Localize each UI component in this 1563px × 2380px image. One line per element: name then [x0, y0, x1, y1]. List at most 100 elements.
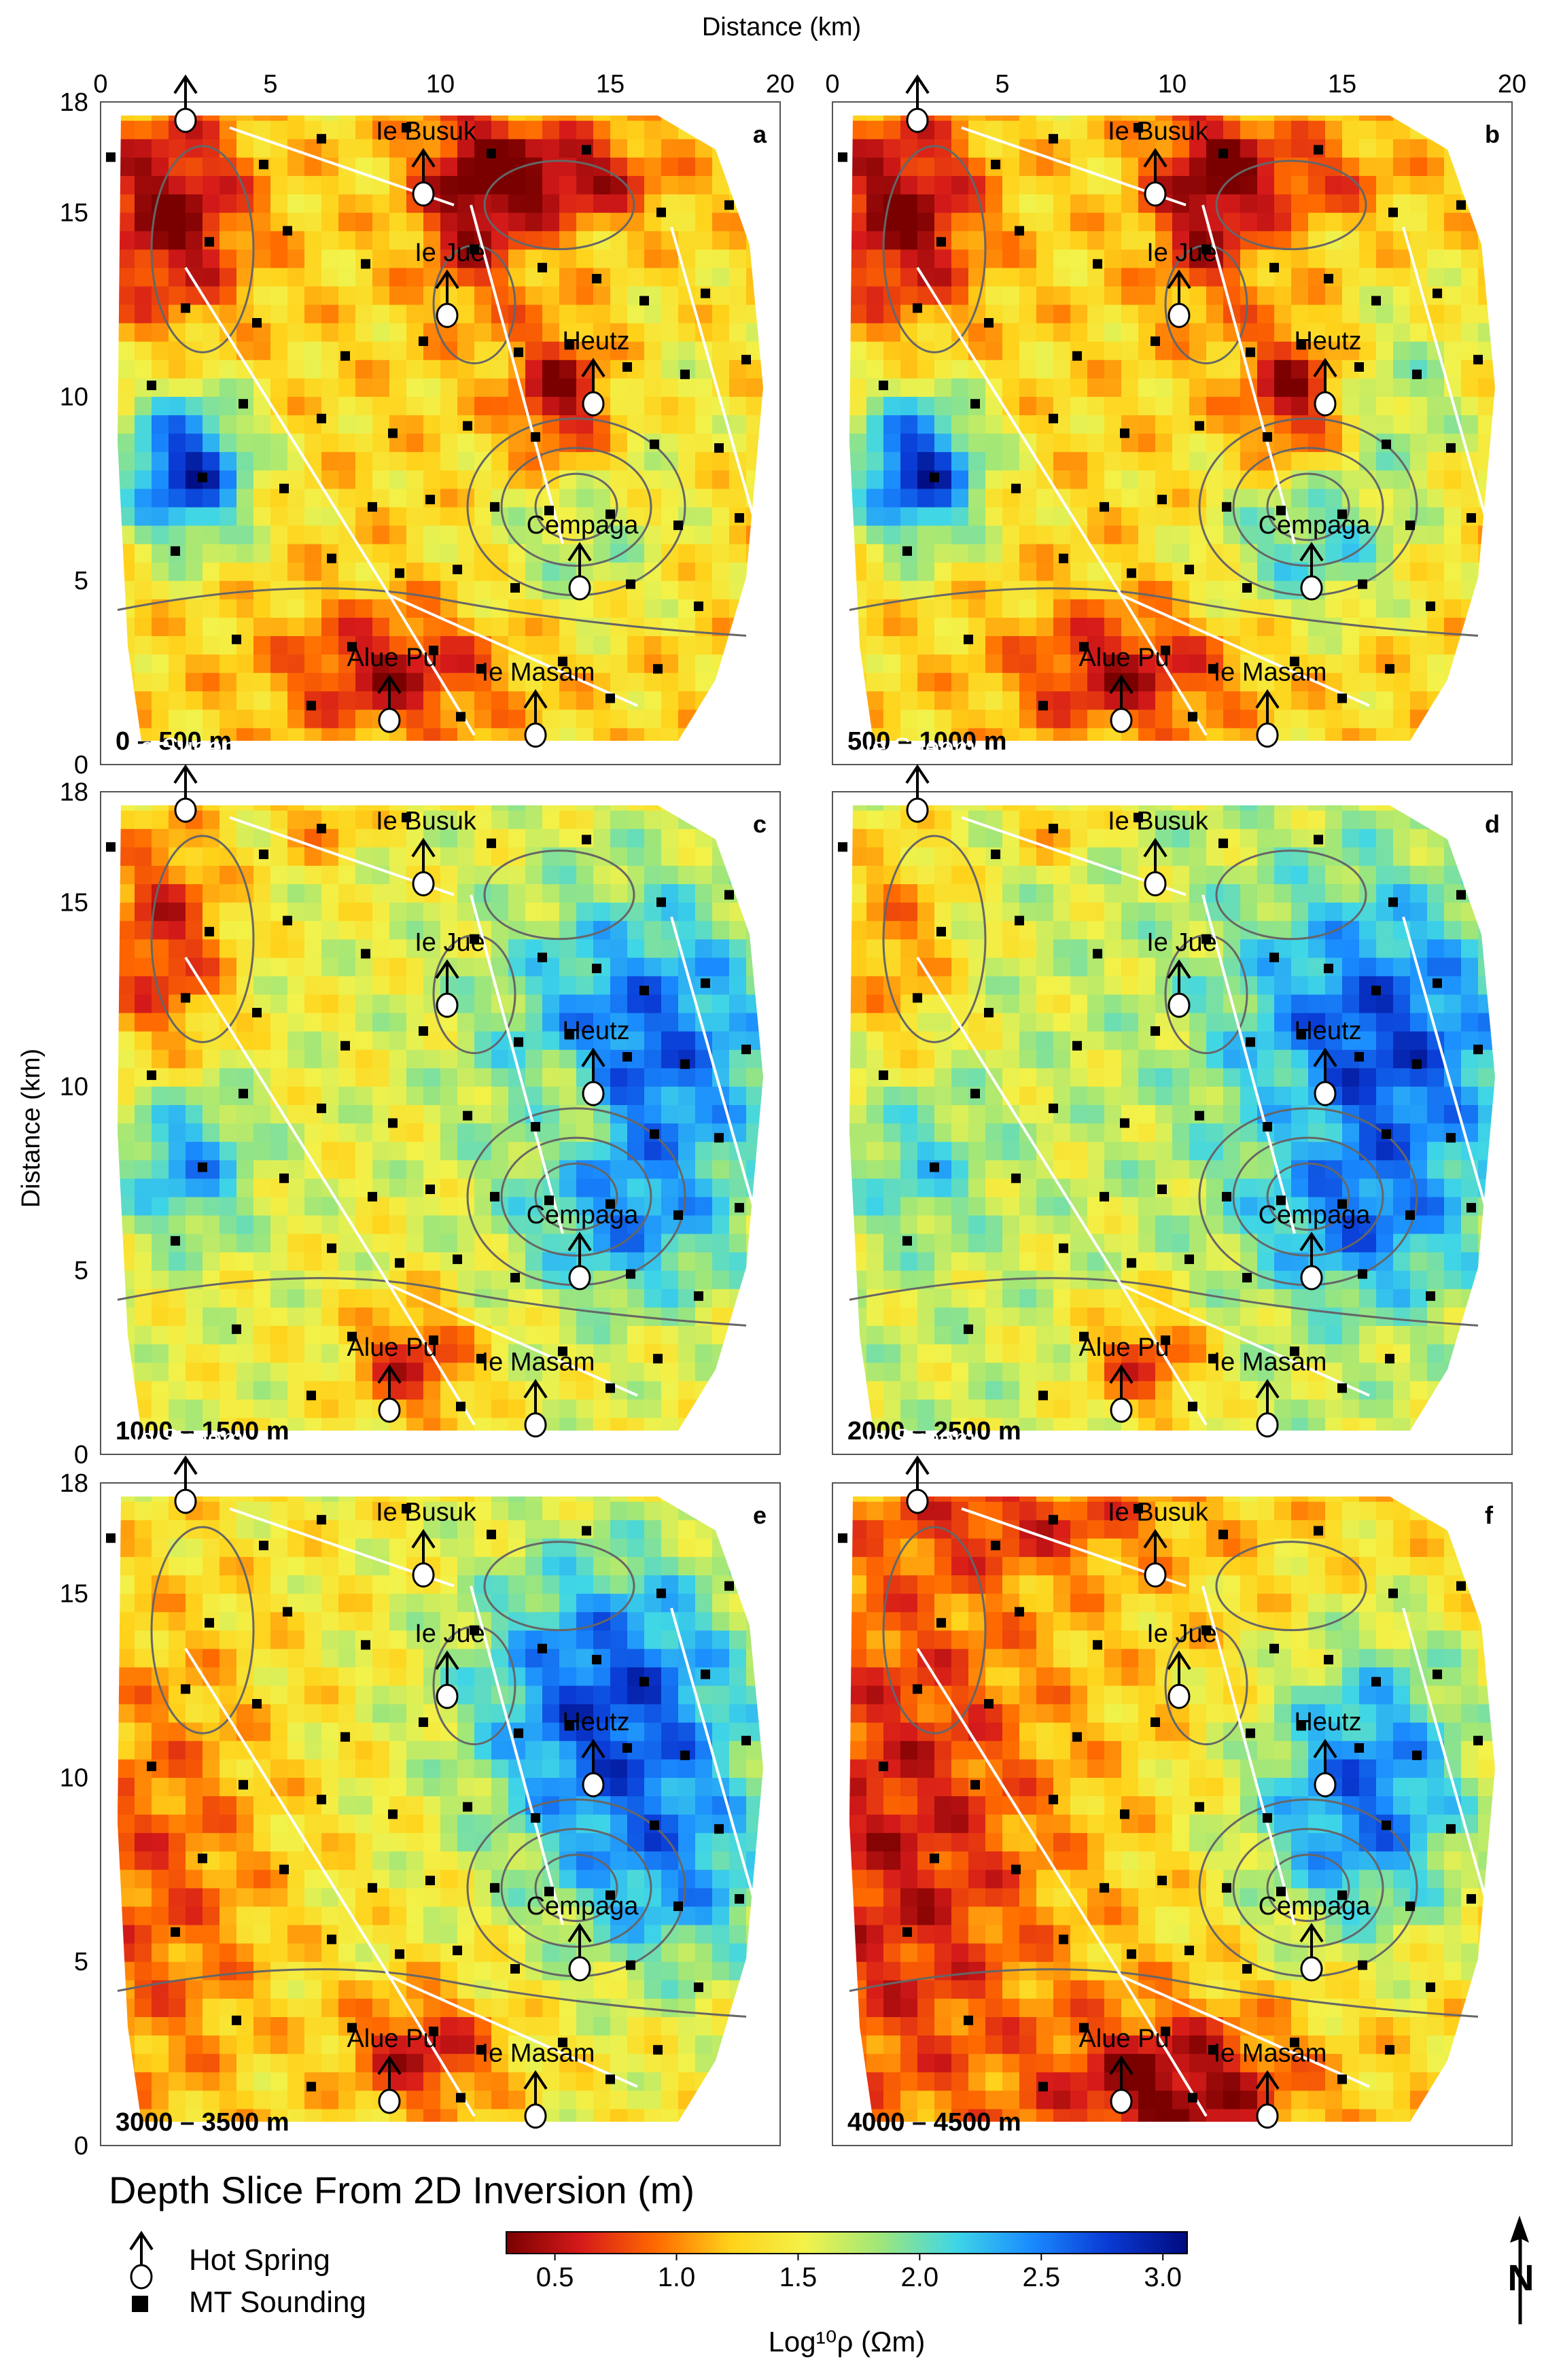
heatmap-cell: [355, 525, 373, 544]
heatmap-cell: [457, 975, 475, 995]
heatmap-cell: [203, 506, 220, 526]
heatmap-cell: [627, 1013, 645, 1032]
heatmap-cell: [101, 1197, 118, 1216]
heatmap-cell: [1495, 580, 1513, 599]
heatmap-cell: [186, 175, 203, 195]
heatmap-cell: [440, 635, 458, 655]
heatmap-cell: [883, 506, 901, 526]
heatmap-cell: [1342, 635, 1360, 655]
heatmap-cell: [186, 1141, 203, 1161]
heatmap-cell: [219, 1362, 237, 1382]
heatmap-cell: [508, 939, 526, 958]
heatmap-cell: [849, 1252, 850, 1271]
heatmap-cell: [934, 1344, 952, 1363]
heatmap-cell: [1376, 544, 1394, 563]
heatmap-cell: [542, 1104, 560, 1124]
heatmap-cell: [1257, 544, 1275, 563]
y-tick-label: 18: [60, 88, 88, 117]
heatmap-cell: [219, 1123, 237, 1142]
heatmap-cell: [1189, 304, 1207, 323]
mt-sounding-marker: [694, 601, 703, 612]
heatmap-cell: [423, 544, 441, 563]
heatmap-cell: [576, 599, 594, 618]
mt-sounding-marker: [879, 381, 888, 391]
heatmap-cell: [186, 544, 203, 563]
heatmap-cell: [985, 865, 1003, 885]
mt-sounding-marker: [279, 483, 289, 493]
heatmap-cell: [1206, 506, 1224, 526]
heatmap-cell: [457, 1086, 475, 1106]
heatmap-cell: [1172, 116, 1190, 121]
heatmap-cell: [236, 580, 254, 599]
heatmap-cell: [1002, 654, 1020, 673]
mt-sounding-marker: [724, 200, 734, 210]
heatmap-cell: [678, 865, 696, 885]
heatmap-cell: [1155, 212, 1173, 232]
heatmap-cell: [321, 1325, 339, 1345]
heatmap-cell: [457, 828, 475, 847]
heatmap-cell: [474, 709, 492, 729]
heatmap-cell: [729, 304, 747, 323]
heatmap-cell: [135, 285, 152, 305]
heatmap-cell: [287, 617, 305, 637]
heatmap-cell: [1019, 194, 1037, 213]
heatmap-cell: [406, 709, 424, 729]
heatmap-cell: [763, 525, 781, 544]
heatmap-cell: [695, 690, 713, 710]
heatmap-cell: [372, 323, 390, 342]
heatmap-cell: [1291, 451, 1309, 471]
heatmap-cell: [542, 433, 560, 453]
heatmap-cell: [135, 1399, 152, 1418]
hot-spring-label: Ie Jue: [415, 239, 485, 267]
heatmap-cell: [712, 267, 730, 287]
mt-sounding-marker: [419, 336, 428, 347]
heatmap-cell: [576, 116, 594, 121]
heatmap-cell: [372, 1141, 390, 1161]
heatmap-cell: [729, 1013, 747, 1032]
heatmap-cell: [917, 249, 935, 268]
mt-sounding-marker: [639, 296, 649, 306]
heatmap-cell: [900, 690, 918, 710]
mt-sounding-marker: [991, 160, 1000, 170]
heatmap-cell: [678, 139, 696, 158]
heatmap-cell: [1461, 396, 1479, 416]
heatmap-cell: [729, 1178, 747, 1197]
heatmap-cell: [610, 1252, 628, 1271]
heatmap-cell: [423, 506, 441, 526]
heatmap-cell: [508, 1233, 526, 1253]
heatmap-cell: [729, 1380, 747, 1400]
heatmap-cell: [372, 1380, 390, 1400]
heatmap-cell: [219, 727, 237, 741]
heatmap-cell: [593, 1123, 611, 1142]
heatmap-cell: [1087, 194, 1105, 213]
heatmap-cell: [508, 249, 526, 268]
heatmap-cell: [644, 805, 662, 811]
heatmap-cell: [169, 1049, 186, 1068]
heatmap-cell: [661, 285, 679, 305]
heatmap-cell: [321, 230, 339, 250]
heatmap-cell: [338, 865, 356, 885]
heatmap-cell: [101, 489, 118, 508]
x-tick-label: 15: [1328, 70, 1356, 99]
heatmap-cell: [135, 1307, 152, 1327]
mt-sounding-marker: [741, 355, 751, 365]
heatmap-cell: [1070, 396, 1088, 416]
heatmap-cell: [712, 690, 730, 710]
heatmap-cell: [985, 902, 1003, 922]
heatmap-cell: [542, 975, 560, 995]
heatmap-cell: [304, 1196, 322, 1216]
heatmap-cell: [729, 1086, 747, 1106]
heatmap-cell: [338, 1123, 356, 1142]
heatmap-cell: [169, 1068, 186, 1087]
heatmap-cell: [1087, 323, 1105, 342]
heatmap-cell: [661, 562, 679, 581]
mt-sounding-marker: [147, 1070, 156, 1081]
heatmap-cell: [712, 810, 730, 829]
heatmap-cell: [135, 672, 152, 692]
heatmap-cell: [917, 562, 935, 581]
heatmap-cell: [355, 1417, 373, 1431]
heatmap-cell: [389, 323, 407, 342]
heatmap-cell: [474, 304, 492, 323]
heatmap-cell: [1070, 249, 1088, 268]
heatmap-cell: [474, 1270, 492, 1289]
